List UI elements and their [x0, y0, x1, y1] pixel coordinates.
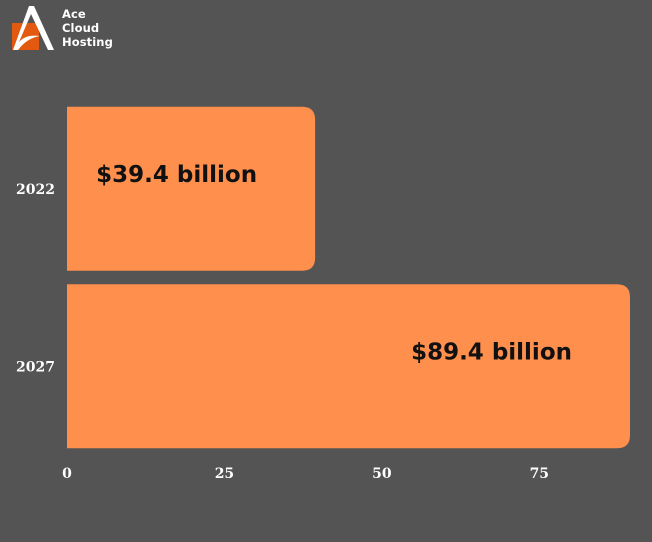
x-tick-label-75: 75 [530, 466, 549, 482]
logo-text: Ace Cloud Hosting [62, 7, 113, 49]
x-tick-label-25: 25 [215, 466, 234, 482]
data-label-2027: $89.4 billion [411, 339, 572, 365]
bar-2022 [67, 106, 316, 271]
y-tick-label-2022: 2022 [16, 182, 55, 198]
x-tick-label-50: 50 [372, 466, 392, 482]
logo-line-hosting: Hosting [62, 35, 113, 49]
x-axis-tick-labels: 0 25 50 75 [62, 466, 549, 482]
bar-2027 [67, 284, 630, 449]
y-axis-tick-labels: 2022 2027 [16, 182, 55, 376]
logo-line-cloud: Cloud [62, 21, 100, 35]
y-tick-label-2027: 2027 [16, 359, 55, 375]
data-labels-group: $39.4 billion $89.4 billion [96, 162, 572, 366]
ace-a-logo-icon [12, 6, 54, 50]
bars-group [67, 106, 630, 449]
logo-line-ace: Ace [62, 7, 86, 21]
data-label-2022: $39.4 billion [96, 162, 257, 188]
x-tick-label-0: 0 [62, 466, 72, 482]
logo: Ace Cloud Hosting [10, 4, 130, 54]
